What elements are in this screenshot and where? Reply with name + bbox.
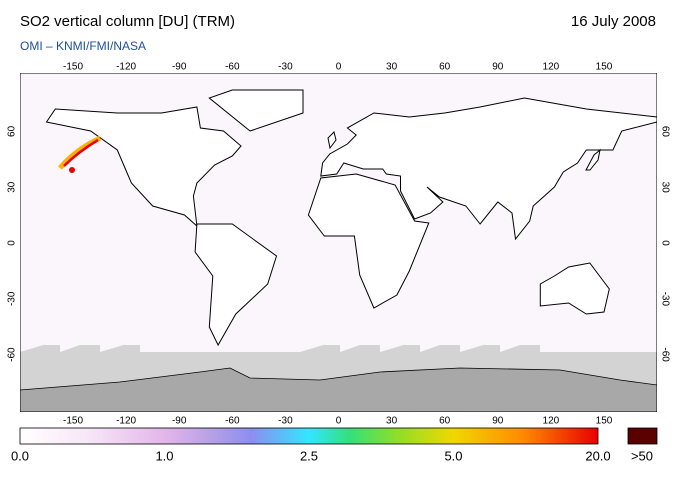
date: 16 July 2008 bbox=[571, 13, 656, 30]
africa bbox=[307, 173, 430, 309]
lon-label-top: 90 bbox=[492, 62, 504, 73]
japan bbox=[585, 148, 601, 171]
north-america bbox=[45, 106, 242, 228]
colorbar-label: 2.5 bbox=[300, 448, 318, 463]
lat-label-left: 0 bbox=[7, 240, 18, 246]
lat-label-left: 60 bbox=[7, 125, 18, 137]
lon-label-top: -90 bbox=[172, 62, 187, 73]
lon-label-bottom: 90 bbox=[492, 416, 504, 427]
lat-label-right: 30 bbox=[659, 182, 670, 194]
lat-label-left: -30 bbox=[7, 291, 18, 306]
source: OMI – KNMI/FMI/NASA bbox=[20, 39, 146, 53]
lon-label-bottom: 150 bbox=[596, 416, 613, 427]
greenland bbox=[208, 89, 304, 132]
colorbar-label: 20.0 bbox=[585, 448, 610, 463]
lon-label-top: 30 bbox=[386, 62, 398, 73]
colorbar bbox=[19, 427, 599, 445]
colorbar-labels: 0.0 1.0 2.5 5.0 20.0 >50 bbox=[11, 448, 653, 463]
lon-label-top: -150 bbox=[63, 62, 83, 73]
map bbox=[20, 73, 657, 412]
lon-label-bottom: 60 bbox=[439, 416, 451, 427]
plume-source bbox=[69, 167, 75, 173]
lon-label-bottom: -60 bbox=[225, 416, 240, 427]
so2-plume bbox=[58, 135, 102, 173]
lon-label-top: -30 bbox=[278, 62, 293, 73]
plume-core bbox=[63, 138, 99, 167]
lon-label-bottom: -150 bbox=[63, 416, 83, 427]
lon-label-bottom: -120 bbox=[116, 416, 136, 427]
lat-label-right: -30 bbox=[659, 292, 670, 307]
lon-label-top: -120 bbox=[116, 62, 136, 73]
lat-label-right: 60 bbox=[659, 126, 670, 138]
lat-label-left: 30 bbox=[7, 181, 18, 193]
lon-label-top: 120 bbox=[543, 62, 560, 73]
coastlines bbox=[45, 89, 657, 347]
colorbar-label: 0.0 bbox=[11, 448, 29, 463]
lon-label-bottom: 120 bbox=[543, 416, 560, 427]
colorbar-overflow bbox=[627, 427, 658, 445]
colorbar-label: 5.0 bbox=[444, 448, 462, 463]
british-isles bbox=[327, 131, 337, 150]
lon-label-bottom: -30 bbox=[278, 416, 293, 427]
antarctica bbox=[20, 367, 657, 412]
eurasia bbox=[320, 97, 657, 241]
swath-edge bbox=[20, 338, 657, 352]
title: SO2 vertical column [DU] (TRM) bbox=[20, 13, 235, 30]
lon-label-bottom: 0 bbox=[336, 416, 342, 427]
lon-label-top: 60 bbox=[439, 62, 451, 73]
colorbar-label: 1.0 bbox=[155, 448, 173, 463]
lat-label-right: -60 bbox=[659, 347, 670, 362]
lat-label-right: 0 bbox=[659, 240, 670, 246]
lon-label-bottom: 30 bbox=[386, 416, 398, 427]
south-america bbox=[194, 223, 278, 347]
graticule-labels: -150 -150 -120 -120 -90 -90 -60 -60 -30 -30 0 0 30 30… bbox=[7, 62, 671, 427]
lon-label-top: 150 bbox=[596, 62, 613, 73]
australia bbox=[539, 262, 610, 315]
lon-label-top: 0 bbox=[336, 62, 342, 73]
lon-label-bottom: -90 bbox=[172, 416, 187, 427]
colorbar-overflow-label: >50 bbox=[631, 448, 653, 463]
lon-label-top: -60 bbox=[225, 62, 240, 73]
lat-label-left: -60 bbox=[7, 347, 18, 362]
